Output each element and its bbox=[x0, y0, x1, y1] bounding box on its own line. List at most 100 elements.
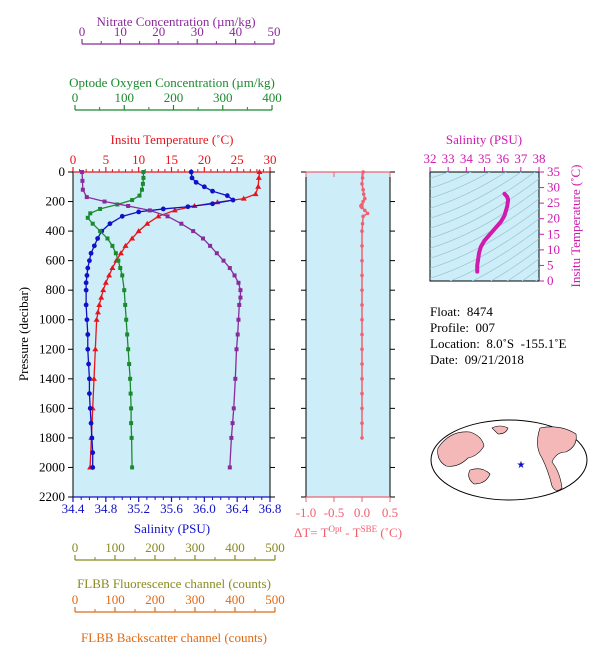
temperature-series-point bbox=[171, 207, 178, 213]
temperature-axis-tick-label: 5 bbox=[103, 152, 110, 167]
oxygen-axis-tick-label: 100 bbox=[115, 90, 135, 105]
nitrate-series-point bbox=[234, 347, 239, 352]
salinity-series-point bbox=[83, 280, 89, 286]
salinity-series-point bbox=[85, 332, 91, 337]
density-contour bbox=[471, 238, 539, 281]
ts-temperature-tick-label: 15 bbox=[547, 226, 560, 241]
temperature-series-point bbox=[92, 346, 99, 352]
delta-series-point bbox=[360, 391, 364, 396]
delta-series-point bbox=[361, 199, 365, 204]
oxygen-series-point bbox=[88, 211, 93, 216]
backscatter-axis-tick-label: 0 bbox=[72, 592, 79, 607]
salinity-series-point bbox=[87, 258, 92, 264]
pressure-axis-label: Pressure (decibar) bbox=[16, 287, 31, 381]
nitrate-series-point bbox=[147, 208, 152, 213]
oxygen-series-point bbox=[130, 465, 135, 470]
delta-series-point bbox=[360, 182, 364, 186]
salinity-series-point bbox=[210, 201, 215, 207]
salinity-series-point bbox=[95, 236, 101, 241]
ts-temperature-axis-label: Insitu Temperature (˚C) bbox=[568, 164, 583, 287]
delta-series-point bbox=[360, 205, 364, 210]
temperature-series-point bbox=[106, 272, 113, 278]
salinity-axis-label: Salinity (PSU) bbox=[134, 521, 210, 536]
temperature-axis-tick-label: 10 bbox=[132, 152, 145, 167]
density-contour bbox=[490, 248, 539, 281]
temperature-series-point bbox=[155, 213, 162, 219]
salinity-series-point bbox=[88, 420, 94, 426]
delta-series-point bbox=[360, 303, 364, 307]
delta-series-point bbox=[360, 229, 364, 233]
density-contour bbox=[430, 172, 450, 179]
nitrate-series-point bbox=[238, 288, 243, 293]
temperature-series-point bbox=[129, 235, 136, 241]
nitrate-series-point bbox=[84, 195, 89, 200]
oxygen-series-point bbox=[110, 243, 115, 248]
salinity-series-point bbox=[90, 450, 96, 456]
temperature-axis-tick-label: 0 bbox=[70, 152, 77, 167]
salinity-series-point bbox=[224, 193, 230, 199]
ts-series-line bbox=[475, 191, 511, 274]
pressure-tick-label: 2000 bbox=[39, 459, 65, 474]
delta-series-point bbox=[360, 176, 365, 180]
ts-temperature-tick-label: 0 bbox=[547, 273, 554, 288]
density-contour bbox=[521, 268, 539, 281]
nitrate-series-point bbox=[237, 302, 242, 307]
location: Location: 8.0˚S -155.1˚E bbox=[430, 336, 567, 351]
delta-series-point bbox=[361, 170, 365, 174]
oxygen-series-point bbox=[85, 215, 90, 220]
float-id: Float: 8474 bbox=[430, 304, 493, 319]
delta-tick-label: -0.5 bbox=[324, 505, 345, 520]
nitrate-series-point bbox=[227, 465, 232, 470]
nitrate-axis-label: Nitrate Concentration (µm/kg) bbox=[96, 14, 255, 29]
oxygen-series-point bbox=[123, 302, 128, 307]
nitrate-series-point bbox=[235, 332, 240, 337]
nitrate-series-point bbox=[238, 295, 243, 300]
delta-series-point bbox=[360, 332, 364, 337]
temperature-series-point bbox=[135, 228, 142, 234]
temperature-series-point bbox=[144, 220, 151, 226]
temperature-series-point bbox=[109, 265, 116, 271]
delta-series-point bbox=[360, 421, 364, 425]
fluorescence-axis-tick-label: 500 bbox=[265, 540, 285, 555]
temperature-series-point bbox=[256, 169, 263, 174]
pressure-tick-label: 1800 bbox=[39, 430, 65, 445]
backscatter-axis-tick-label: 400 bbox=[225, 592, 245, 607]
ts-salinity-tick-label: 34 bbox=[460, 151, 474, 166]
ts-salinity-tick-label: 35 bbox=[478, 151, 491, 166]
salinity-axis-tick-label: 36.4 bbox=[226, 501, 249, 516]
nitrate-series-point bbox=[102, 199, 107, 204]
delta-series-point bbox=[360, 347, 364, 352]
temperature-series-point bbox=[255, 174, 262, 180]
density-contour bbox=[430, 218, 539, 279]
ts-temperature-tick-label: 10 bbox=[547, 242, 560, 257]
ts-salinity-tick-label: 37 bbox=[514, 151, 528, 166]
delta-series-point bbox=[361, 214, 365, 219]
nitrate-series-line bbox=[81, 171, 242, 468]
oxygen-series-point bbox=[130, 198, 135, 203]
oxygen-series-point bbox=[120, 273, 125, 278]
salinity-series-point bbox=[230, 197, 236, 203]
delta-series-point bbox=[360, 221, 365, 226]
salinity-series-point bbox=[84, 317, 90, 323]
date: Date: 09/21/2018 bbox=[430, 352, 524, 367]
density-contour bbox=[430, 172, 536, 229]
oxygen-series-point bbox=[129, 421, 134, 426]
nitrate-series-point bbox=[165, 214, 170, 219]
delta-series-point bbox=[363, 208, 367, 213]
map-landmass-americas bbox=[537, 426, 577, 491]
delta-series-point bbox=[361, 192, 366, 196]
pressure-tick-label: 1600 bbox=[39, 400, 65, 415]
delta-series-point bbox=[360, 288, 364, 292]
fluorescence-axis-tick-label: 400 bbox=[225, 540, 245, 555]
backscatter-axis-tick-label: 100 bbox=[105, 592, 125, 607]
pressure-tick-label: 1200 bbox=[39, 341, 65, 356]
salinity-series-point bbox=[189, 175, 195, 181]
pressure-tick-label: 600 bbox=[46, 253, 66, 268]
backscatter-axis-tick-label: 300 bbox=[185, 592, 205, 607]
nitrate-axis-tick-label: 40 bbox=[229, 24, 242, 39]
temperature-axis-label: Insitu Temperature (˚C) bbox=[110, 132, 233, 147]
temperature-series-point bbox=[252, 191, 259, 197]
oxygen-series-point bbox=[126, 347, 131, 352]
salinity-series-point bbox=[88, 250, 94, 256]
